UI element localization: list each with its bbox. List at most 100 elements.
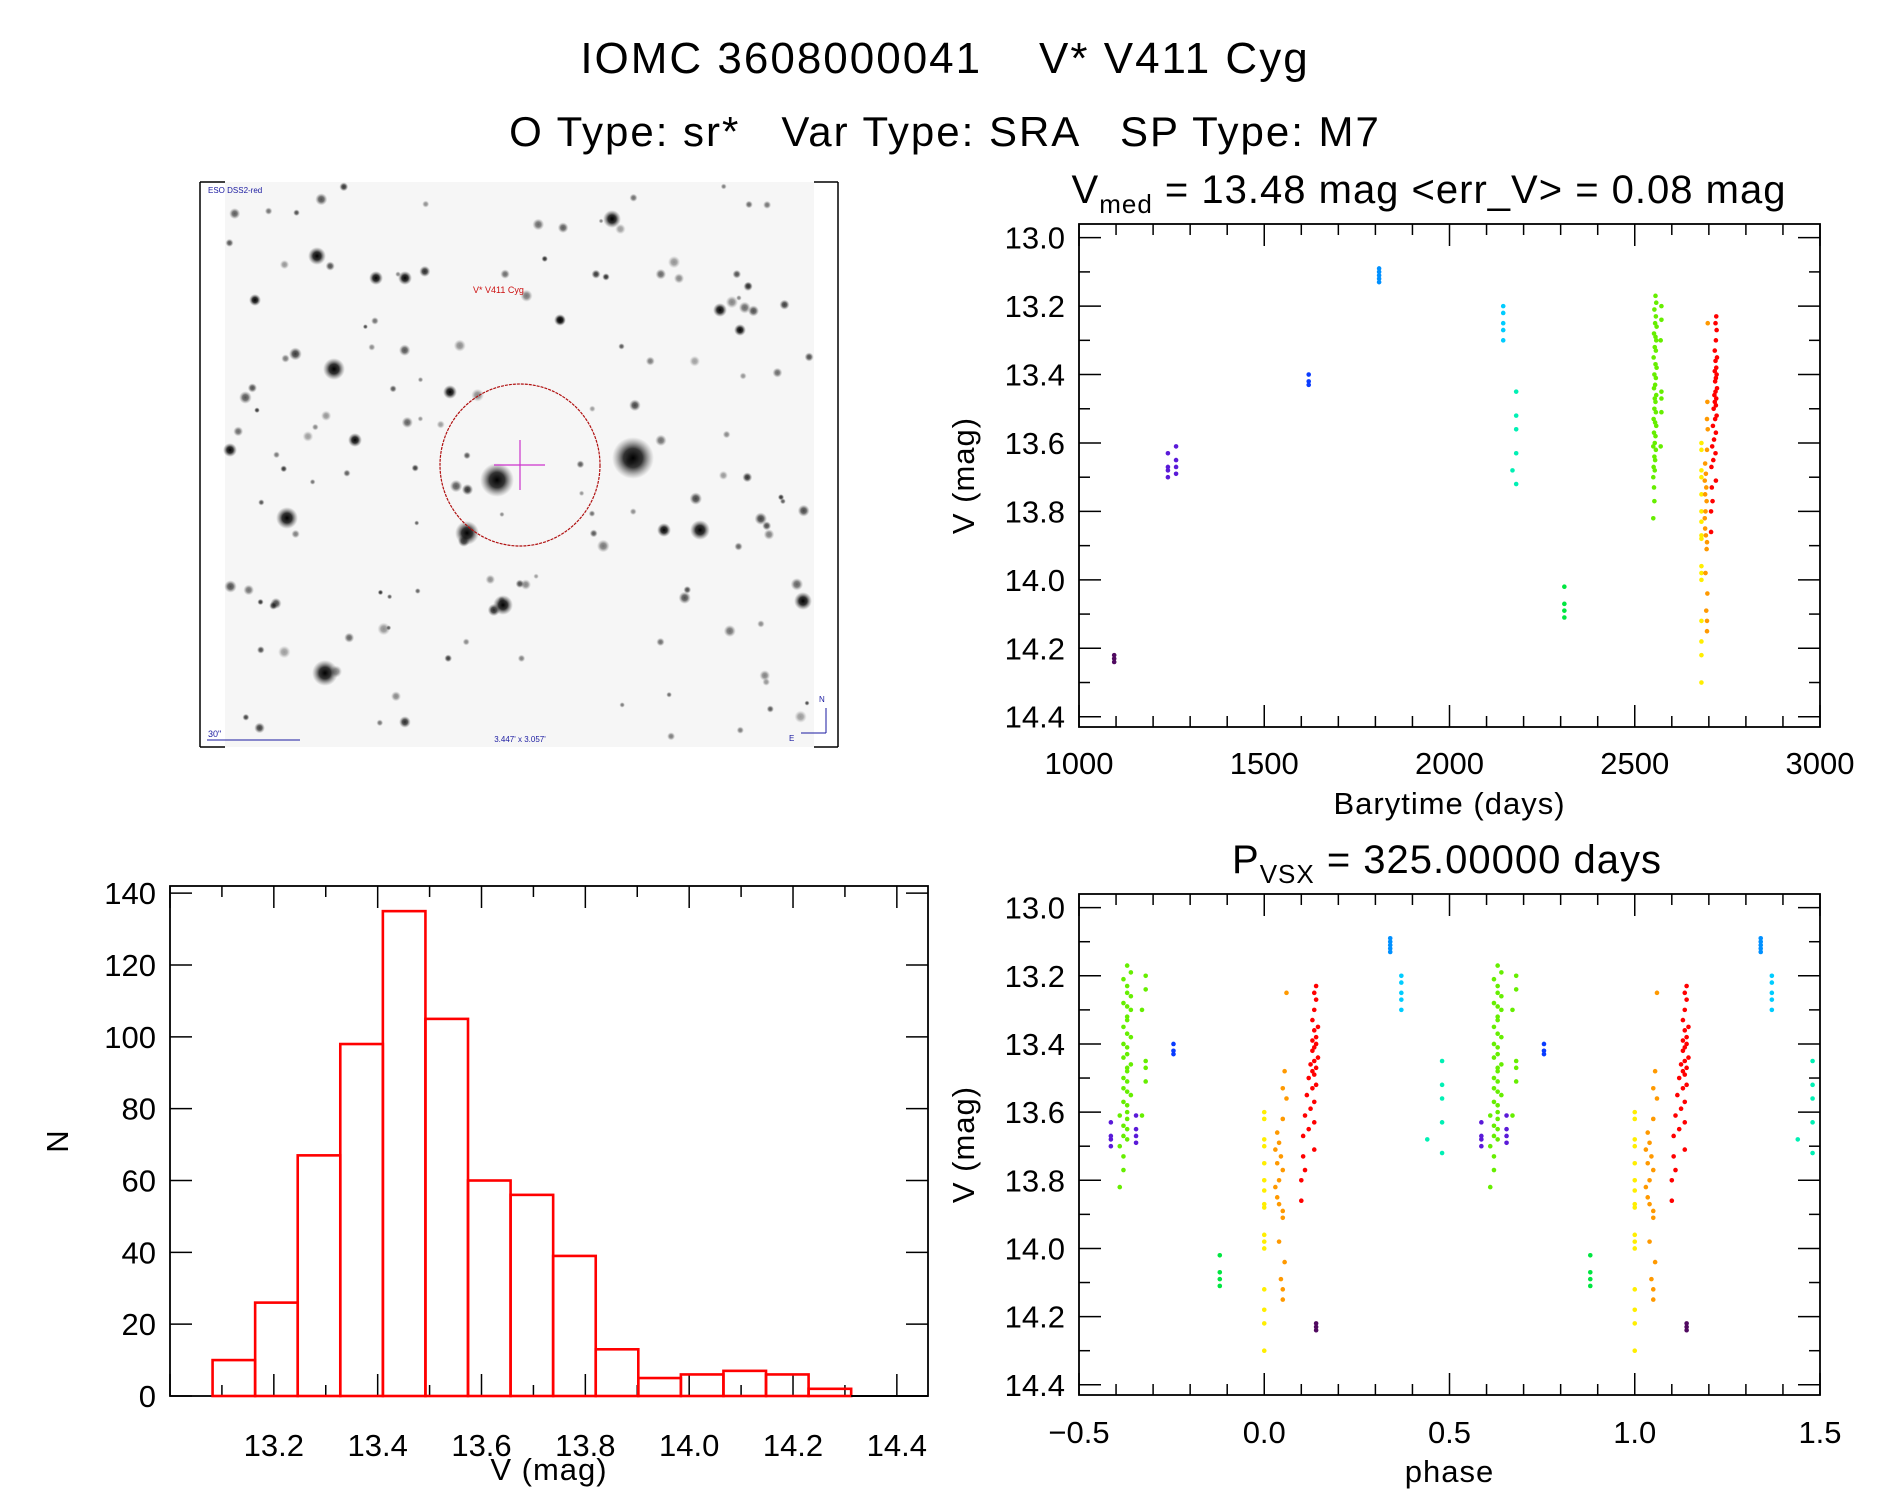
star [618,343,625,350]
fov-label: 3.447' x 3.057' [494,735,546,744]
star [722,430,731,439]
data-point [1495,1014,1500,1019]
data-point [1284,990,1289,996]
data-point [1632,1177,1638,1183]
star [485,574,496,585]
star [269,601,278,610]
data-point [1261,1143,1267,1149]
phased-chart: −0.5 0.0 0.5 1.0 1.5 13.0 13.2 13.4 13.6 13.8 14.0… [946,891,1842,1489]
star [645,356,655,366]
data-point [1121,1099,1126,1105]
data-point [1699,533,1704,538]
data-point [1399,990,1404,996]
data-point [1117,1184,1123,1190]
bright-star [455,521,479,545]
data-point [1108,1133,1114,1139]
scale-label: 30" [208,729,221,739]
data-point [1513,413,1519,418]
data-point [1678,1062,1684,1067]
x-tick-label: 13.6 [451,1428,511,1463]
y-tick-label: 140 [104,876,156,911]
data-point [1491,976,1497,982]
histogram-bar [636,1376,683,1398]
star [401,416,413,429]
data-point [1708,529,1714,535]
data-point [1587,1283,1593,1289]
histogram-bar [296,1154,342,1398]
data-point [1704,498,1709,504]
data-point [1562,601,1567,607]
star [766,705,774,713]
data-point [1647,1201,1652,1207]
data-point [1651,385,1657,391]
x-tick-label: 0.5 [1428,1415,1471,1450]
data-point [1143,1065,1148,1071]
data-point [1713,478,1719,483]
data-point [1699,447,1704,453]
star [417,376,424,383]
star [371,317,379,325]
data-point [1124,1116,1130,1122]
data-point [1654,1096,1660,1101]
data-point [1669,1198,1675,1204]
data-point [1311,1147,1317,1152]
star [615,223,626,235]
data-point [1705,427,1711,432]
data-point [1673,1113,1678,1118]
data-point [1111,656,1117,661]
star [797,504,810,517]
data-point [1313,1082,1319,1088]
star [772,367,783,378]
data-point [1704,618,1710,624]
data-point [1682,1072,1688,1077]
crosshair-icon [494,440,545,490]
data-point [1306,382,1312,388]
star [288,347,302,361]
star [673,273,685,284]
data-point [1300,1154,1306,1159]
star [499,511,505,518]
data-point [1313,1034,1319,1040]
data-point [1647,1140,1652,1146]
data-point [1676,1126,1682,1132]
data-point [1769,997,1775,1002]
data-point [1510,1007,1515,1013]
data-point [1495,1079,1500,1084]
data-point [1273,1147,1278,1152]
data-point [1300,1133,1306,1139]
star [398,344,411,357]
data-point [1513,450,1519,456]
data-point [1273,1184,1278,1190]
data-point [1495,1089,1500,1094]
bright-star [734,324,746,336]
y-tick-label: 14.2 [1005,1300,1065,1335]
data-point [1704,447,1710,453]
star [683,585,692,594]
data-point [1121,1075,1126,1081]
data-point [1479,1137,1484,1142]
data-point [1311,1120,1317,1125]
data-point [1659,303,1664,309]
star [790,578,804,591]
data-point [1653,447,1659,453]
star [588,510,596,517]
data-point [1712,392,1717,398]
data-point [1261,1321,1267,1326]
data-point [1376,266,1382,271]
title-main: V [1071,168,1100,212]
data-point [1495,1051,1500,1057]
star [414,520,420,526]
data-point [1479,1133,1484,1139]
data-point [1810,1150,1815,1156]
y-axis-label: N [40,1129,75,1152]
data-point [1280,1215,1286,1221]
star [386,625,392,631]
data-point [1143,987,1148,992]
star [362,324,368,330]
star [629,508,637,516]
data-point [1703,570,1708,576]
data-point [1495,1103,1500,1108]
y-axis-label: V (mag) [946,417,981,534]
data-point [1699,519,1704,524]
